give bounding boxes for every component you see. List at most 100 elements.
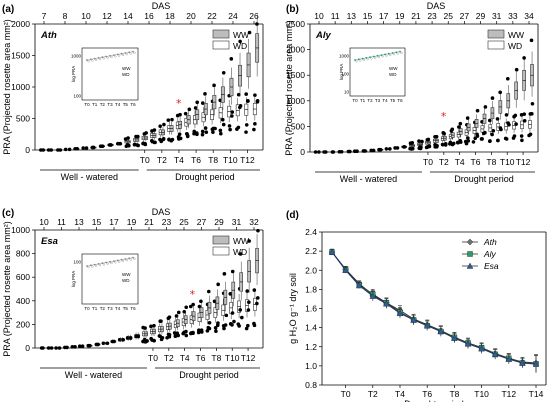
outlier-point — [207, 326, 212, 331]
outlier-point — [222, 272, 227, 276]
outlier-point — [63, 147, 68, 152]
outlier-point — [395, 146, 400, 150]
legend-ww-label: WW — [233, 30, 249, 40]
bottom-tick-label: T2 — [439, 157, 449, 167]
outlier-point — [427, 144, 432, 149]
outlier-point — [450, 127, 455, 132]
outlier-point — [442, 131, 446, 136]
inset-point-wd — [400, 51, 403, 54]
outlier-point — [514, 122, 518, 126]
outlier-point — [167, 334, 172, 339]
legend-marker-aly — [467, 251, 473, 257]
outlier-point — [230, 114, 234, 118]
outlier-point — [496, 138, 500, 143]
inset-point-wd — [114, 55, 117, 58]
series-line-esa — [331, 251, 537, 365]
outlier-point — [528, 132, 533, 137]
inset-point-wd — [87, 60, 90, 63]
inset-point-wd — [98, 264, 102, 267]
top-tick-label: 20 — [186, 11, 196, 21]
outlier-point — [483, 105, 488, 109]
bottom-tick-label: T6 — [196, 353, 206, 363]
series-line-ath — [331, 251, 537, 364]
outlier-point — [144, 131, 148, 135]
significance-star: * — [441, 110, 447, 123]
y-tick-label: 2500 — [286, 19, 305, 29]
top-tick-label: 29 — [214, 217, 224, 227]
bottom-tick-label: T2 — [164, 353, 174, 363]
outlier-point — [244, 130, 248, 134]
top-tick-label: 10 — [39, 217, 49, 227]
outlier-point — [204, 130, 209, 135]
bottom-tick-label: T0 — [140, 155, 150, 165]
inset-point-wd — [91, 59, 94, 62]
outlier-point — [211, 126, 216, 131]
top-tick-label: 7 — [42, 11, 47, 21]
y-tick-label: 2.4 — [305, 227, 317, 237]
legend-marker-esa — [466, 262, 474, 269]
outlier-point — [410, 140, 415, 145]
legend-wd-label: WD — [508, 41, 522, 51]
outlier-point — [513, 113, 518, 118]
inset-point-wd — [102, 263, 105, 266]
outlier-point — [191, 331, 195, 336]
bottom-tick-label: T4 — [180, 353, 190, 363]
outlier-point — [193, 106, 198, 110]
y-tick-label: 1.8 — [305, 284, 317, 294]
top-tick-label: 19 — [395, 11, 405, 21]
bottom-tick-label: T8 — [208, 155, 218, 165]
panel-letter: (a) — [2, 4, 14, 15]
outlier-point — [170, 117, 174, 122]
outlier-point — [507, 122, 511, 127]
outlier-point — [218, 128, 223, 133]
bottom-tick-label: T10 — [223, 155, 238, 165]
top-tick-label: 17 — [379, 11, 389, 21]
point-esa — [342, 266, 349, 273]
well-watered-label: Well - watered — [65, 370, 122, 380]
outlier-point — [176, 310, 181, 315]
point-esa — [519, 359, 526, 366]
outlier-point — [238, 104, 243, 108]
inset-x-tick-label: T4 — [115, 306, 121, 311]
inset-point-wd — [102, 57, 105, 60]
drought-period-label: Drought period — [179, 370, 239, 380]
outlier-point — [339, 149, 344, 154]
point-esa — [355, 282, 363, 289]
y-tick-label: 200 — [16, 319, 30, 329]
outlier-point — [410, 146, 415, 151]
inset-point-wd — [110, 261, 113, 265]
inset-point-wd — [385, 54, 388, 57]
legend-wd-swatch — [487, 40, 505, 50]
outlier-point — [418, 146, 423, 151]
y-tick-label: 1500 — [286, 70, 305, 80]
outlier-point — [252, 321, 256, 326]
outlier-point — [244, 326, 249, 331]
outlier-point — [176, 333, 181, 338]
inset-x-tick-label: T4 — [115, 102, 121, 107]
outlier-point — [252, 127, 256, 132]
outlier-point — [230, 269, 235, 274]
drought-period-label: Drought period — [175, 172, 235, 182]
outlier-point — [143, 326, 147, 330]
outlier-point — [188, 304, 193, 309]
x-tick-label: T10 — [474, 389, 489, 399]
y-axis-label: PRA (Projected rosette area mm²) — [2, 19, 12, 155]
outlier-point — [216, 282, 220, 287]
top-tick-label: 8 — [63, 11, 68, 21]
outlier-point — [530, 112, 534, 116]
inset-y-tick-label: 1000 — [339, 54, 350, 59]
inset-y-tick-label: 100 — [341, 72, 349, 77]
inset-y-tick-label: 100 — [73, 94, 81, 99]
inset-point-wd — [106, 56, 109, 59]
x-tick-label: T4 — [395, 389, 405, 399]
outlier-point — [402, 145, 407, 149]
outlier-point — [348, 149, 352, 154]
top-tick-label: 24 — [228, 11, 238, 21]
outlier-point — [203, 126, 208, 130]
outlier-point — [230, 323, 234, 327]
outlier-point — [158, 124, 162, 128]
